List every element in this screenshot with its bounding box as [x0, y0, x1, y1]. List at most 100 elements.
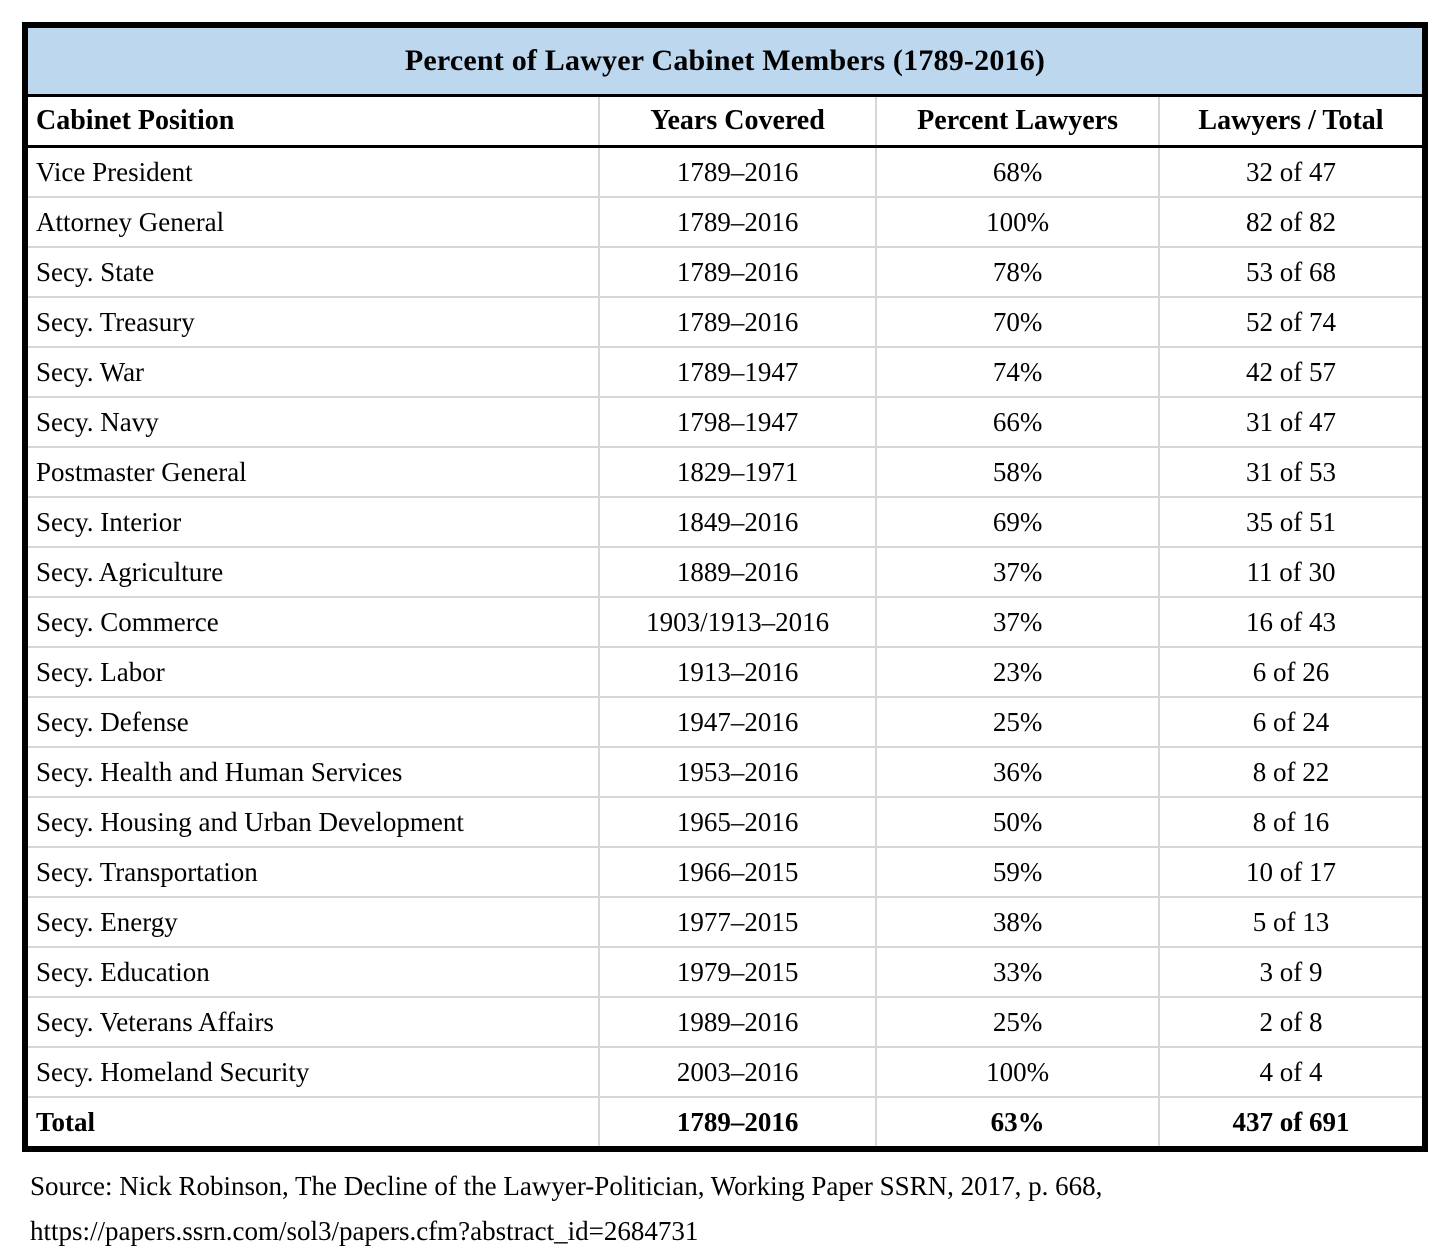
- table-row: Secy. Veterans Affairs 1989–2016 25% 2 of 8: [25, 996, 1425, 1047]
- cell-position: Secy. Navy: [25, 396, 599, 447]
- table-total-row: Total 1789–2016 63% 437 of 691: [25, 1096, 1425, 1149]
- cell-years: 1789–1947: [597, 346, 877, 397]
- cell-position: Secy. Transportation: [25, 846, 599, 897]
- cell-position: Secy. Housing and Urban Development: [25, 796, 599, 847]
- cell-percent: 74%: [875, 346, 1159, 397]
- table-row: Secy. Housing and Urban Development 1965–…: [25, 796, 1425, 847]
- source-url-line: https://papers.ssrn.com/sol3/papers.cfm?…: [30, 1216, 699, 1246]
- cell-years: 1913–2016: [597, 646, 877, 697]
- cell-years: 1947–2016: [597, 696, 877, 747]
- cell-position: Secy. State: [25, 246, 599, 297]
- total-percent-cell: 63%: [875, 1096, 1159, 1149]
- cell-percent: 66%: [875, 396, 1159, 447]
- total-ratio-cell: 437 of 691: [1157, 1096, 1425, 1149]
- cell-ratio: 6 of 26: [1157, 646, 1425, 697]
- cell-ratio: 3 of 9: [1157, 946, 1425, 997]
- table-row: Secy. Health and Human Services 1953–2016…: [25, 746, 1425, 797]
- cell-position: Secy. Energy: [25, 896, 599, 947]
- cell-percent: 68%: [875, 145, 1159, 197]
- cell-percent: 59%: [875, 846, 1159, 897]
- cell-ratio: 82 of 82: [1157, 196, 1425, 247]
- cell-ratio: 10 of 17: [1157, 846, 1425, 897]
- cell-position: Postmaster General: [25, 446, 599, 497]
- cell-years: 1889–2016: [597, 546, 877, 597]
- cell-years: 1789–2016: [597, 196, 877, 247]
- table-title-row: Percent of Lawyer Cabinet Members (1789-…: [25, 25, 1425, 97]
- cell-position: Secy. Defense: [25, 696, 599, 747]
- cell-percent: 50%: [875, 796, 1159, 847]
- cell-position: Secy. Agriculture: [25, 546, 599, 597]
- cell-ratio: 8 of 16: [1157, 796, 1425, 847]
- table-row: Secy. Navy 1798–1947 66% 31 of 47: [25, 396, 1425, 447]
- cell-position: Attorney General: [25, 196, 599, 247]
- cell-percent: 70%: [875, 296, 1159, 347]
- cell-ratio: 16 of 43: [1157, 596, 1425, 647]
- source-citation-line: Source: Nick Robinson, The Decline of th…: [30, 1171, 1103, 1201]
- table-row: Secy. Agriculture 1889–2016 37% 11 of 30: [25, 546, 1425, 597]
- column-header-lawyers-total: Lawyers / Total: [1157, 95, 1425, 148]
- cell-years: 1798–1947: [597, 396, 877, 447]
- cell-percent: 37%: [875, 596, 1159, 647]
- column-header-cabinet-position: Cabinet Position: [25, 95, 599, 148]
- cell-years: 1966–2015: [597, 846, 877, 897]
- cell-position: Secy. Veterans Affairs: [25, 996, 599, 1047]
- cell-years: 1977–2015: [597, 896, 877, 947]
- cell-ratio: 42 of 57: [1157, 346, 1425, 397]
- cell-percent: 36%: [875, 746, 1159, 797]
- cell-position: Secy. Homeland Security: [25, 1046, 599, 1097]
- cell-position: Secy. Education: [25, 946, 599, 997]
- table-row: Secy. Energy 1977–2015 38% 5 of 13: [25, 896, 1425, 947]
- table-foot: Total 1789–2016 63% 437 of 691: [25, 1096, 1425, 1149]
- cell-ratio: 32 of 47: [1157, 145, 1425, 197]
- cell-percent: 78%: [875, 246, 1159, 297]
- cell-ratio: 2 of 8: [1157, 996, 1425, 1047]
- table-header-row: Cabinet Position Years Covered Percent L…: [25, 95, 1425, 148]
- table-body: Vice President 1789–2016 68% 32 of 47 Attorn…: [25, 145, 1425, 1097]
- cell-percent: 100%: [875, 196, 1159, 247]
- cell-ratio: 11 of 30: [1157, 546, 1425, 597]
- document-page: Percent of Lawyer Cabinet Members (1789-…: [22, 22, 1428, 1246]
- cell-percent: 33%: [875, 946, 1159, 997]
- cell-years: 1849–2016: [597, 496, 877, 547]
- cell-position: Secy. Treasury: [25, 296, 599, 347]
- table-row: Secy. Education 1979–2015 33% 3 of 9: [25, 946, 1425, 997]
- source-note: Source: Nick Robinson, The Decline of th…: [22, 1152, 1428, 1254]
- cell-percent: 25%: [875, 996, 1159, 1047]
- table-row: Vice President 1789–2016 68% 32 of 47: [25, 145, 1425, 197]
- lawyer-cabinet-table: Percent of Lawyer Cabinet Members (1789-…: [22, 22, 1428, 1152]
- table-row: Secy. Homeland Security 2003–2016 100% 4 of…: [25, 1046, 1425, 1097]
- table-row: Secy. War 1789–1947 74% 42 of 57: [25, 346, 1425, 397]
- cell-percent: 58%: [875, 446, 1159, 497]
- table-row: Attorney General 1789–2016 100% 82 of 82: [25, 196, 1425, 247]
- cell-percent: 23%: [875, 646, 1159, 697]
- column-header-years-covered: Years Covered: [597, 95, 877, 148]
- total-years-cell: 1789–2016: [597, 1096, 877, 1149]
- cell-ratio: 35 of 51: [1157, 496, 1425, 547]
- cell-position: Secy. Commerce: [25, 596, 599, 647]
- table-row: Postmaster General 1829–1971 58% 31 of 53: [25, 446, 1425, 497]
- cell-ratio: 8 of 22: [1157, 746, 1425, 797]
- table-row: Secy. Transportation 1966–2015 59% 10 of 17: [25, 846, 1425, 897]
- cell-years: 1965–2016: [597, 796, 877, 847]
- cell-percent: 69%: [875, 496, 1159, 547]
- cell-ratio: 31 of 53: [1157, 446, 1425, 497]
- cell-position: Vice President: [25, 145, 599, 197]
- cell-years: 1789–2016: [597, 296, 877, 347]
- cell-years: 2003–2016: [597, 1046, 877, 1097]
- cell-ratio: 5 of 13: [1157, 896, 1425, 947]
- cell-years: 1953–2016: [597, 746, 877, 797]
- table-head: Percent of Lawyer Cabinet Members (1789-…: [25, 25, 1425, 148]
- table-row: Secy. Commerce 1903/1913–2016 37% 16 of 43: [25, 596, 1425, 647]
- cell-position: Secy. Health and Human Services: [25, 746, 599, 797]
- cell-ratio: 4 of 4: [1157, 1046, 1425, 1097]
- table-row: Secy. Defense 1947–2016 25% 6 of 24: [25, 696, 1425, 747]
- table-row: Secy. Labor 1913–2016 23% 6 of 26: [25, 646, 1425, 697]
- cell-ratio: 53 of 68: [1157, 246, 1425, 297]
- table-row: Secy. State 1789–2016 78% 53 of 68: [25, 246, 1425, 297]
- cell-years: 1989–2016: [597, 996, 877, 1047]
- cell-years: 1829–1971: [597, 446, 877, 497]
- cell-years: 1979–2015: [597, 946, 877, 997]
- cell-years: 1789–2016: [597, 145, 877, 197]
- total-position-cell: Total: [25, 1096, 599, 1149]
- cell-position: Secy. Interior: [25, 496, 599, 547]
